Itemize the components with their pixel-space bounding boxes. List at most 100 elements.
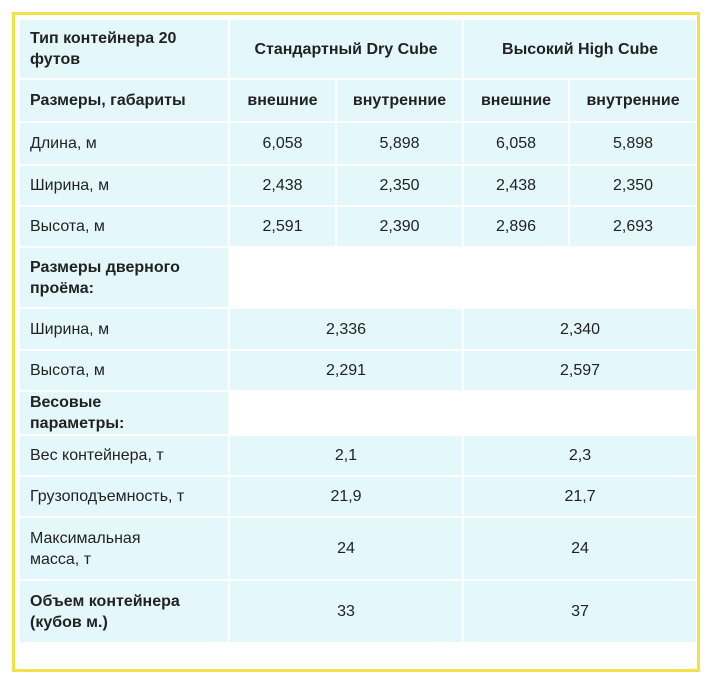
table-cell: 2,591	[230, 207, 335, 246]
table-cell	[230, 248, 697, 307]
table-row: Грузоподъемность, т 21,9 21,7	[20, 477, 697, 516]
table-cell: Объем контейнера (кубов м.)	[20, 581, 228, 642]
table-cell: 2,438	[464, 166, 569, 205]
table-cell: 37	[464, 581, 697, 642]
cell-text: 21,7	[564, 488, 596, 505]
table-row: Размеры дверного проёма:	[20, 248, 697, 307]
cell-text: 37	[571, 603, 589, 620]
table-cell: 2,3	[464, 436, 697, 475]
cell-text: 33	[337, 603, 355, 620]
table-row: Длина, м 6,058 5,898 6,058 5,898	[20, 123, 697, 164]
table-cell: Ширина, м	[20, 309, 228, 349]
cell-text: Максимальная масса, т	[30, 529, 141, 568]
cell-text: Высота, м	[30, 362, 105, 379]
cell-text: 2,350	[379, 177, 420, 194]
cell-text: Стандартный Dry Cube	[254, 40, 438, 58]
table-frame: Тип контейнера 20 футов Стандартный Dry C…	[12, 12, 700, 672]
cell-text: Тип контейнера 20 футов	[30, 30, 177, 68]
cell-text: 5,898	[379, 135, 420, 152]
table-cell: Высота, м	[20, 351, 228, 390]
table-cell: 2,438	[230, 166, 335, 205]
table-row: Ширина, м 2,438 2,350 2,438 2,350	[20, 166, 697, 205]
table-cell: 24	[230, 518, 463, 579]
table-cell: Длина, м	[20, 123, 228, 164]
table-row: Размеры, габариты внешние внутренние внешни…	[20, 80, 697, 121]
cell-text: Вес контейнера, т	[30, 447, 164, 464]
table-cell: Тип контейнера 20 футов	[20, 20, 228, 78]
cell-text: внутренние	[352, 92, 447, 109]
cell-text: 2,597	[560, 362, 601, 379]
cell-text: 24	[337, 540, 355, 557]
cell-text: 6,058	[495, 135, 537, 152]
cell-text: 2,438	[495, 177, 537, 194]
table-cell: Высота, м	[20, 207, 228, 246]
cell-text: 2,438	[262, 177, 303, 194]
cell-text: внутренние	[586, 92, 680, 109]
cell-text: 2,1	[334, 447, 358, 464]
cell-text: Размеры дверного проёма:	[30, 258, 180, 297]
table-cell: внешние	[464, 80, 569, 121]
cell-text: Весовые параметры:	[30, 394, 125, 432]
cell-text: 5,898	[613, 135, 654, 152]
table-cell: Максимальная масса, т	[20, 518, 228, 579]
cell-text: 2,591	[262, 218, 303, 235]
table-cell: внутренние	[570, 80, 697, 121]
table-cell: 2,350	[570, 166, 697, 205]
table-cell: 2,350	[337, 166, 463, 205]
cell-text: 2,390	[379, 218, 420, 235]
table-cell: 5,898	[570, 123, 697, 164]
table-cell: 21,9	[230, 477, 463, 516]
cell-text: Высокий High Cube	[502, 40, 659, 58]
table-cell: 2,597	[464, 351, 697, 390]
table-row: Высота, м 2,291 2,597	[20, 351, 697, 390]
table-cell: 6,058	[230, 123, 335, 164]
table-cell: Ширина, м	[20, 166, 228, 205]
table-cell: внешние	[230, 80, 335, 121]
cell-text: Размеры, габариты	[30, 92, 186, 109]
table-cell: 5,898	[337, 123, 463, 164]
table-cell: 2,340	[464, 309, 697, 349]
table-cell: Стандартный Dry Cube	[230, 20, 463, 78]
container-table: Тип контейнера 20 футов Стандартный Dry C…	[18, 18, 698, 644]
table-cell: Вес контейнера, т	[20, 436, 228, 475]
cell-text: 21,9	[330, 488, 362, 505]
cell-text: 2,350	[613, 177, 654, 194]
table-row: Весовые параметры:	[20, 392, 697, 434]
cell-text: 2,340	[560, 320, 601, 338]
table-cell: 2,896	[464, 207, 569, 246]
cell-text: Длина, м	[30, 135, 97, 152]
table-cell: 21,7	[464, 477, 697, 516]
table-cell: внутренние	[337, 80, 463, 121]
cell-text: 6,058	[262, 135, 303, 152]
table-cell: 2,390	[337, 207, 463, 246]
table-cell: 24	[464, 518, 697, 579]
table-cell: Размеры, габариты	[20, 80, 228, 121]
table-cell: 2,693	[570, 207, 697, 246]
table-cell: Грузоподъемность, т	[20, 477, 228, 516]
table-body: Тип контейнера 20 футов Стандартный Dry C…	[20, 20, 697, 642]
table-row: Объем контейнера (кубов м.) 33 37	[20, 581, 697, 642]
cell-text: Объем контейнера (кубов м.)	[30, 592, 180, 631]
table-cell: 2,291	[230, 351, 463, 390]
cell-text: Грузоподъемность, т	[30, 488, 185, 505]
table-cell: Высокий High Cube	[464, 20, 697, 78]
cell-text: 2,693	[613, 218, 654, 235]
cell-text: Ширина, м	[30, 320, 110, 338]
cell-text: 2,291	[325, 362, 367, 379]
table-cell: 33	[230, 581, 463, 642]
table-row: Вес контейнера, т 2,1 2,3	[20, 436, 697, 475]
cell-text: 2,896	[495, 218, 537, 235]
cell-text: Высота, м	[30, 218, 105, 235]
table-cell: Весовые параметры:	[20, 392, 228, 434]
cell-text: Ширина, м	[30, 177, 110, 194]
table-cell: Размеры дверного проёма:	[20, 248, 228, 307]
cell-text: внешние	[480, 92, 552, 109]
table-cell: 2,1	[230, 436, 463, 475]
table-cell: 6,058	[464, 123, 569, 164]
table-row: Ширина, м 2,336 2,340	[20, 309, 697, 349]
table-row: Высота, м 2,591 2,390 2,896 2,693	[20, 207, 697, 246]
table-cell	[230, 392, 697, 434]
table-cell: 2,336	[230, 309, 463, 349]
table-row: Максимальная масса, т 24 24	[20, 518, 697, 579]
cell-text: 24	[571, 540, 589, 557]
